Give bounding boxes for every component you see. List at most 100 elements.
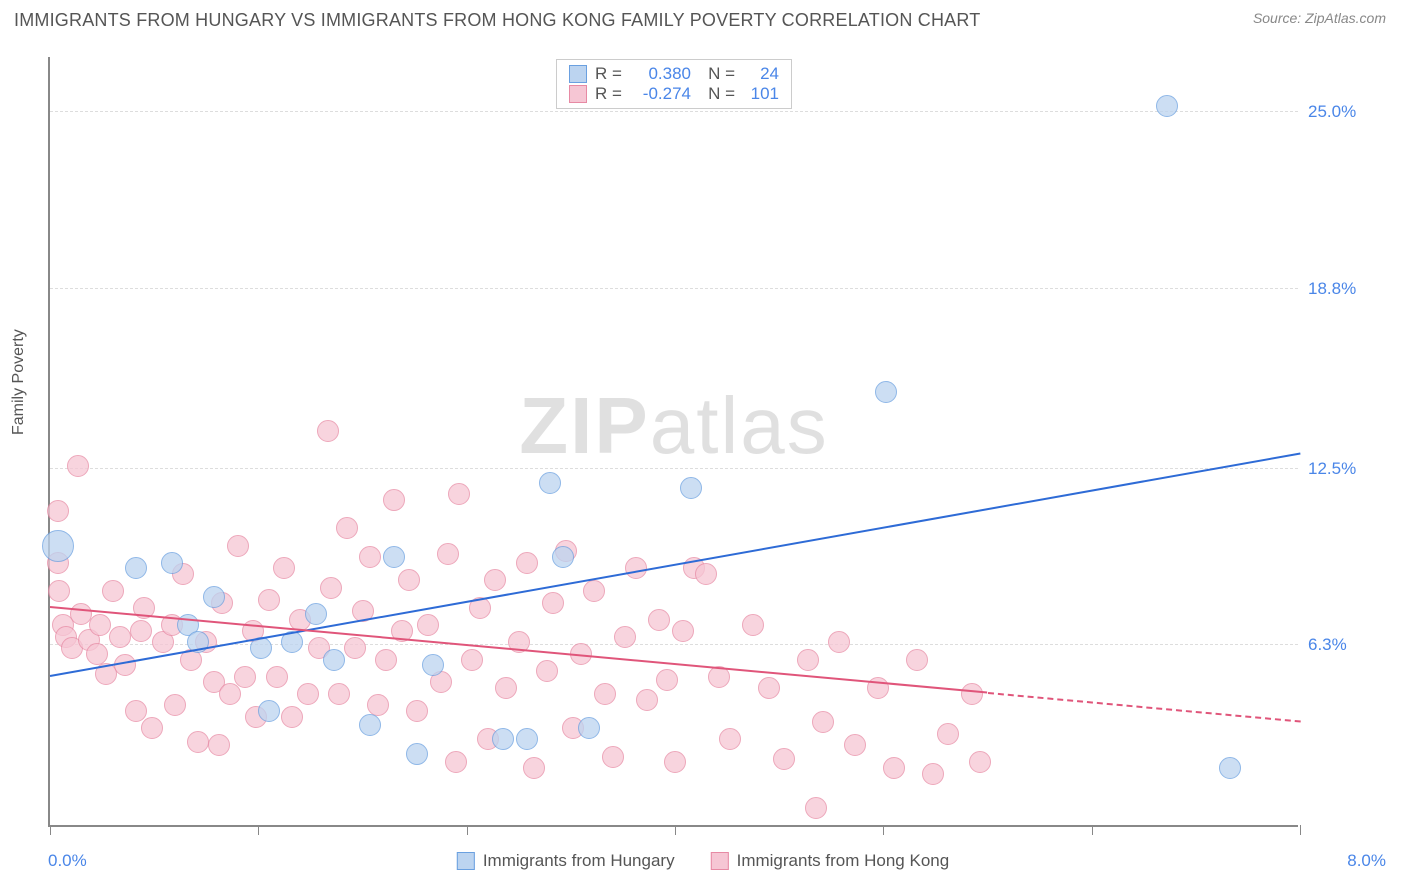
data-point-hongkong [812, 711, 834, 733]
n-value: 101 [743, 84, 779, 104]
gridline [50, 111, 1298, 112]
data-point-hongkong [297, 683, 319, 705]
data-point-hongkong [805, 797, 827, 819]
x-tick [1300, 825, 1301, 835]
data-point-hongkong [359, 546, 381, 568]
x-axis-max-label: 8.0% [1347, 851, 1386, 871]
data-point-hongkong [664, 751, 686, 773]
x-tick [1092, 825, 1093, 835]
n-label: N = [699, 64, 735, 84]
data-point-hongkong [109, 626, 131, 648]
data-point-hongkong [375, 649, 397, 671]
plot-area: ZIPatlas R =0.380N =24R =-0.274N =101 6.… [48, 57, 1298, 827]
data-point-hongkong [758, 677, 780, 699]
legend-swatch [711, 852, 729, 870]
series-legend: Immigrants from HungaryImmigrants from H… [457, 851, 949, 871]
trend-line [50, 452, 1300, 676]
legend-swatch [569, 85, 587, 103]
data-point-hongkong [969, 751, 991, 773]
data-point-hongkong [48, 580, 70, 602]
data-point-hungary [516, 728, 538, 750]
data-point-hongkong [317, 420, 339, 442]
data-point-hungary [258, 700, 280, 722]
data-point-hongkong [719, 728, 741, 750]
data-point-hongkong [141, 717, 163, 739]
data-point-hongkong [47, 500, 69, 522]
r-value: 0.380 [631, 64, 691, 84]
data-point-hongkong [89, 614, 111, 636]
y-tick-label: 6.3% [1308, 635, 1392, 655]
trend-line [987, 692, 1300, 723]
chart-title: IMMIGRANTS FROM HUNGARY VS IMMIGRANTS FR… [14, 10, 980, 31]
data-point-hongkong [445, 751, 467, 773]
data-point-hongkong [536, 660, 558, 682]
data-point-hongkong [208, 734, 230, 756]
data-point-hongkong [234, 666, 256, 688]
data-point-hongkong [523, 757, 545, 779]
data-point-hongkong [417, 614, 439, 636]
legend-row: R =-0.274N =101 [569, 84, 779, 104]
data-point-hongkong [937, 723, 959, 745]
data-point-hungary [1219, 757, 1241, 779]
data-point-hongkong [102, 580, 124, 602]
data-point-hungary [539, 472, 561, 494]
data-point-hongkong [922, 763, 944, 785]
data-point-hongkong [461, 649, 483, 671]
correlation-legend: R =0.380N =24R =-0.274N =101 [556, 59, 792, 109]
x-tick [883, 825, 884, 835]
data-point-hungary [383, 546, 405, 568]
r-label: R = [595, 84, 623, 104]
data-point-hongkong [961, 683, 983, 705]
y-tick-label: 18.8% [1308, 279, 1392, 299]
x-axis-min-label: 0.0% [48, 851, 87, 871]
data-point-hongkong [695, 563, 717, 585]
data-point-hungary [875, 381, 897, 403]
x-tick [50, 825, 51, 835]
data-point-hongkong [648, 609, 670, 631]
data-point-hungary [359, 714, 381, 736]
y-tick-label: 12.5% [1308, 459, 1392, 479]
data-point-hongkong [67, 455, 89, 477]
data-point-hungary [492, 728, 514, 750]
legend-row: R =0.380N =24 [569, 64, 779, 84]
watermark: ZIPatlas [519, 380, 828, 472]
n-label: N = [699, 84, 735, 104]
data-point-hongkong [602, 746, 624, 768]
data-point-hungary [305, 603, 327, 625]
data-point-hungary [406, 743, 428, 765]
r-label: R = [595, 64, 623, 84]
data-point-hongkong [484, 569, 506, 591]
data-point-hongkong [797, 649, 819, 671]
data-point-hungary [42, 530, 74, 562]
data-point-hongkong [656, 669, 678, 691]
data-point-hongkong [406, 700, 428, 722]
chart-source: Source: ZipAtlas.com [1253, 10, 1386, 26]
y-axis-label: Family Poverty [10, 329, 28, 435]
data-point-hongkong [344, 637, 366, 659]
x-tick [467, 825, 468, 835]
data-point-hongkong [187, 731, 209, 753]
gridline [50, 468, 1298, 469]
data-point-hongkong [583, 580, 605, 602]
data-point-hongkong [114, 654, 136, 676]
data-point-hongkong [328, 683, 350, 705]
data-point-hongkong [516, 552, 538, 574]
data-point-hongkong [844, 734, 866, 756]
data-point-hongkong [227, 535, 249, 557]
data-point-hongkong [742, 614, 764, 636]
data-point-hongkong [437, 543, 459, 565]
data-point-hungary [552, 546, 574, 568]
data-point-hungary [578, 717, 600, 739]
data-point-hongkong [448, 483, 470, 505]
data-point-hongkong [398, 569, 420, 591]
data-point-hongkong [258, 589, 280, 611]
data-point-hungary [1156, 95, 1178, 117]
chart-header: IMMIGRANTS FROM HUNGARY VS IMMIGRANTS FR… [0, 0, 1406, 35]
x-tick [675, 825, 676, 835]
data-point-hungary [422, 654, 444, 676]
data-point-hongkong [266, 666, 288, 688]
data-point-hongkong [828, 631, 850, 653]
gridline [50, 288, 1298, 289]
data-point-hongkong [495, 677, 517, 699]
data-point-hungary [680, 477, 702, 499]
